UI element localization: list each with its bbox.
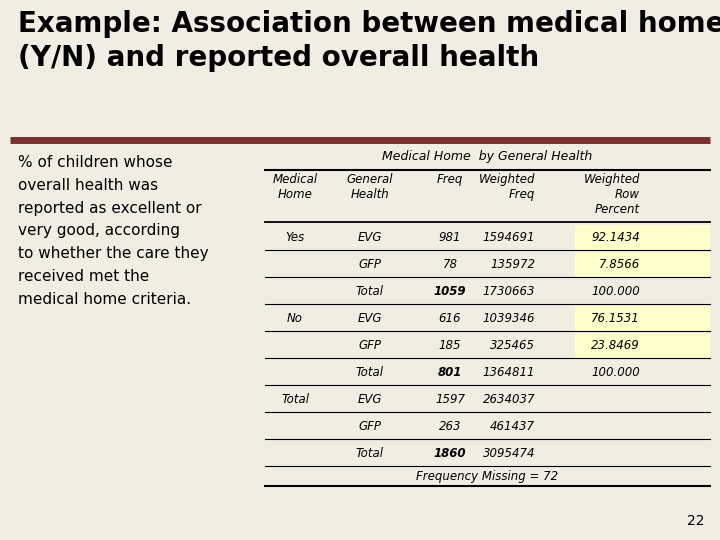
- Text: Medical Home  by General Health: Medical Home by General Health: [382, 150, 593, 163]
- Text: 1594691: 1594691: [482, 231, 535, 244]
- Bar: [575, 252, 710, 278]
- Bar: [575, 333, 710, 359]
- Text: 1059: 1059: [433, 285, 467, 298]
- Text: 801: 801: [438, 366, 462, 379]
- Text: GFP: GFP: [359, 339, 382, 352]
- Text: Total: Total: [356, 366, 384, 379]
- Text: Freq: Freq: [437, 173, 463, 186]
- Text: No: No: [287, 312, 303, 325]
- Text: 185: 185: [438, 339, 462, 352]
- Text: Yes: Yes: [285, 231, 305, 244]
- Text: EVG: EVG: [358, 231, 382, 244]
- Text: 78: 78: [443, 258, 457, 271]
- Text: 1364811: 1364811: [482, 366, 535, 379]
- Text: Total: Total: [356, 285, 384, 298]
- Text: 2634037: 2634037: [482, 393, 535, 406]
- Text: 1730663: 1730663: [482, 285, 535, 298]
- Text: % of children whose
overall health was
reported as excellent or
very good, accor: % of children whose overall health was r…: [18, 155, 209, 307]
- Bar: [575, 306, 710, 332]
- Text: 325465: 325465: [490, 339, 535, 352]
- Text: 981: 981: [438, 231, 462, 244]
- Text: 22: 22: [688, 514, 705, 528]
- Text: Medical
Home: Medical Home: [272, 173, 318, 201]
- Text: 1039346: 1039346: [482, 312, 535, 325]
- Text: 92.1434: 92.1434: [591, 231, 640, 244]
- Text: 461437: 461437: [490, 420, 535, 433]
- Text: GFP: GFP: [359, 420, 382, 433]
- Text: 1597: 1597: [435, 393, 465, 406]
- Text: 100.000: 100.000: [591, 366, 640, 379]
- Text: 616: 616: [438, 312, 462, 325]
- Text: 7.8566: 7.8566: [599, 258, 640, 271]
- Text: EVG: EVG: [358, 312, 382, 325]
- Text: 100.000: 100.000: [591, 285, 640, 298]
- Text: Total: Total: [281, 393, 309, 406]
- Text: Weighted
Freq: Weighted Freq: [479, 173, 535, 201]
- Text: Total: Total: [356, 447, 384, 460]
- Text: Example: Association between medical home
(Y/N) and reported overall health: Example: Association between medical hom…: [18, 10, 720, 71]
- Text: 135972: 135972: [490, 258, 535, 271]
- Text: 23.8469: 23.8469: [591, 339, 640, 352]
- Text: 76.1531: 76.1531: [591, 312, 640, 325]
- Text: EVG: EVG: [358, 393, 382, 406]
- Text: 1860: 1860: [433, 447, 467, 460]
- Text: 3095474: 3095474: [482, 447, 535, 460]
- Text: Weighted
Row
Percent: Weighted Row Percent: [583, 173, 640, 216]
- Text: GFP: GFP: [359, 258, 382, 271]
- Text: General
Health: General Health: [347, 173, 393, 201]
- Text: 263: 263: [438, 420, 462, 433]
- Text: Frequency Missing = 72: Frequency Missing = 72: [416, 470, 559, 483]
- Bar: [575, 225, 710, 251]
